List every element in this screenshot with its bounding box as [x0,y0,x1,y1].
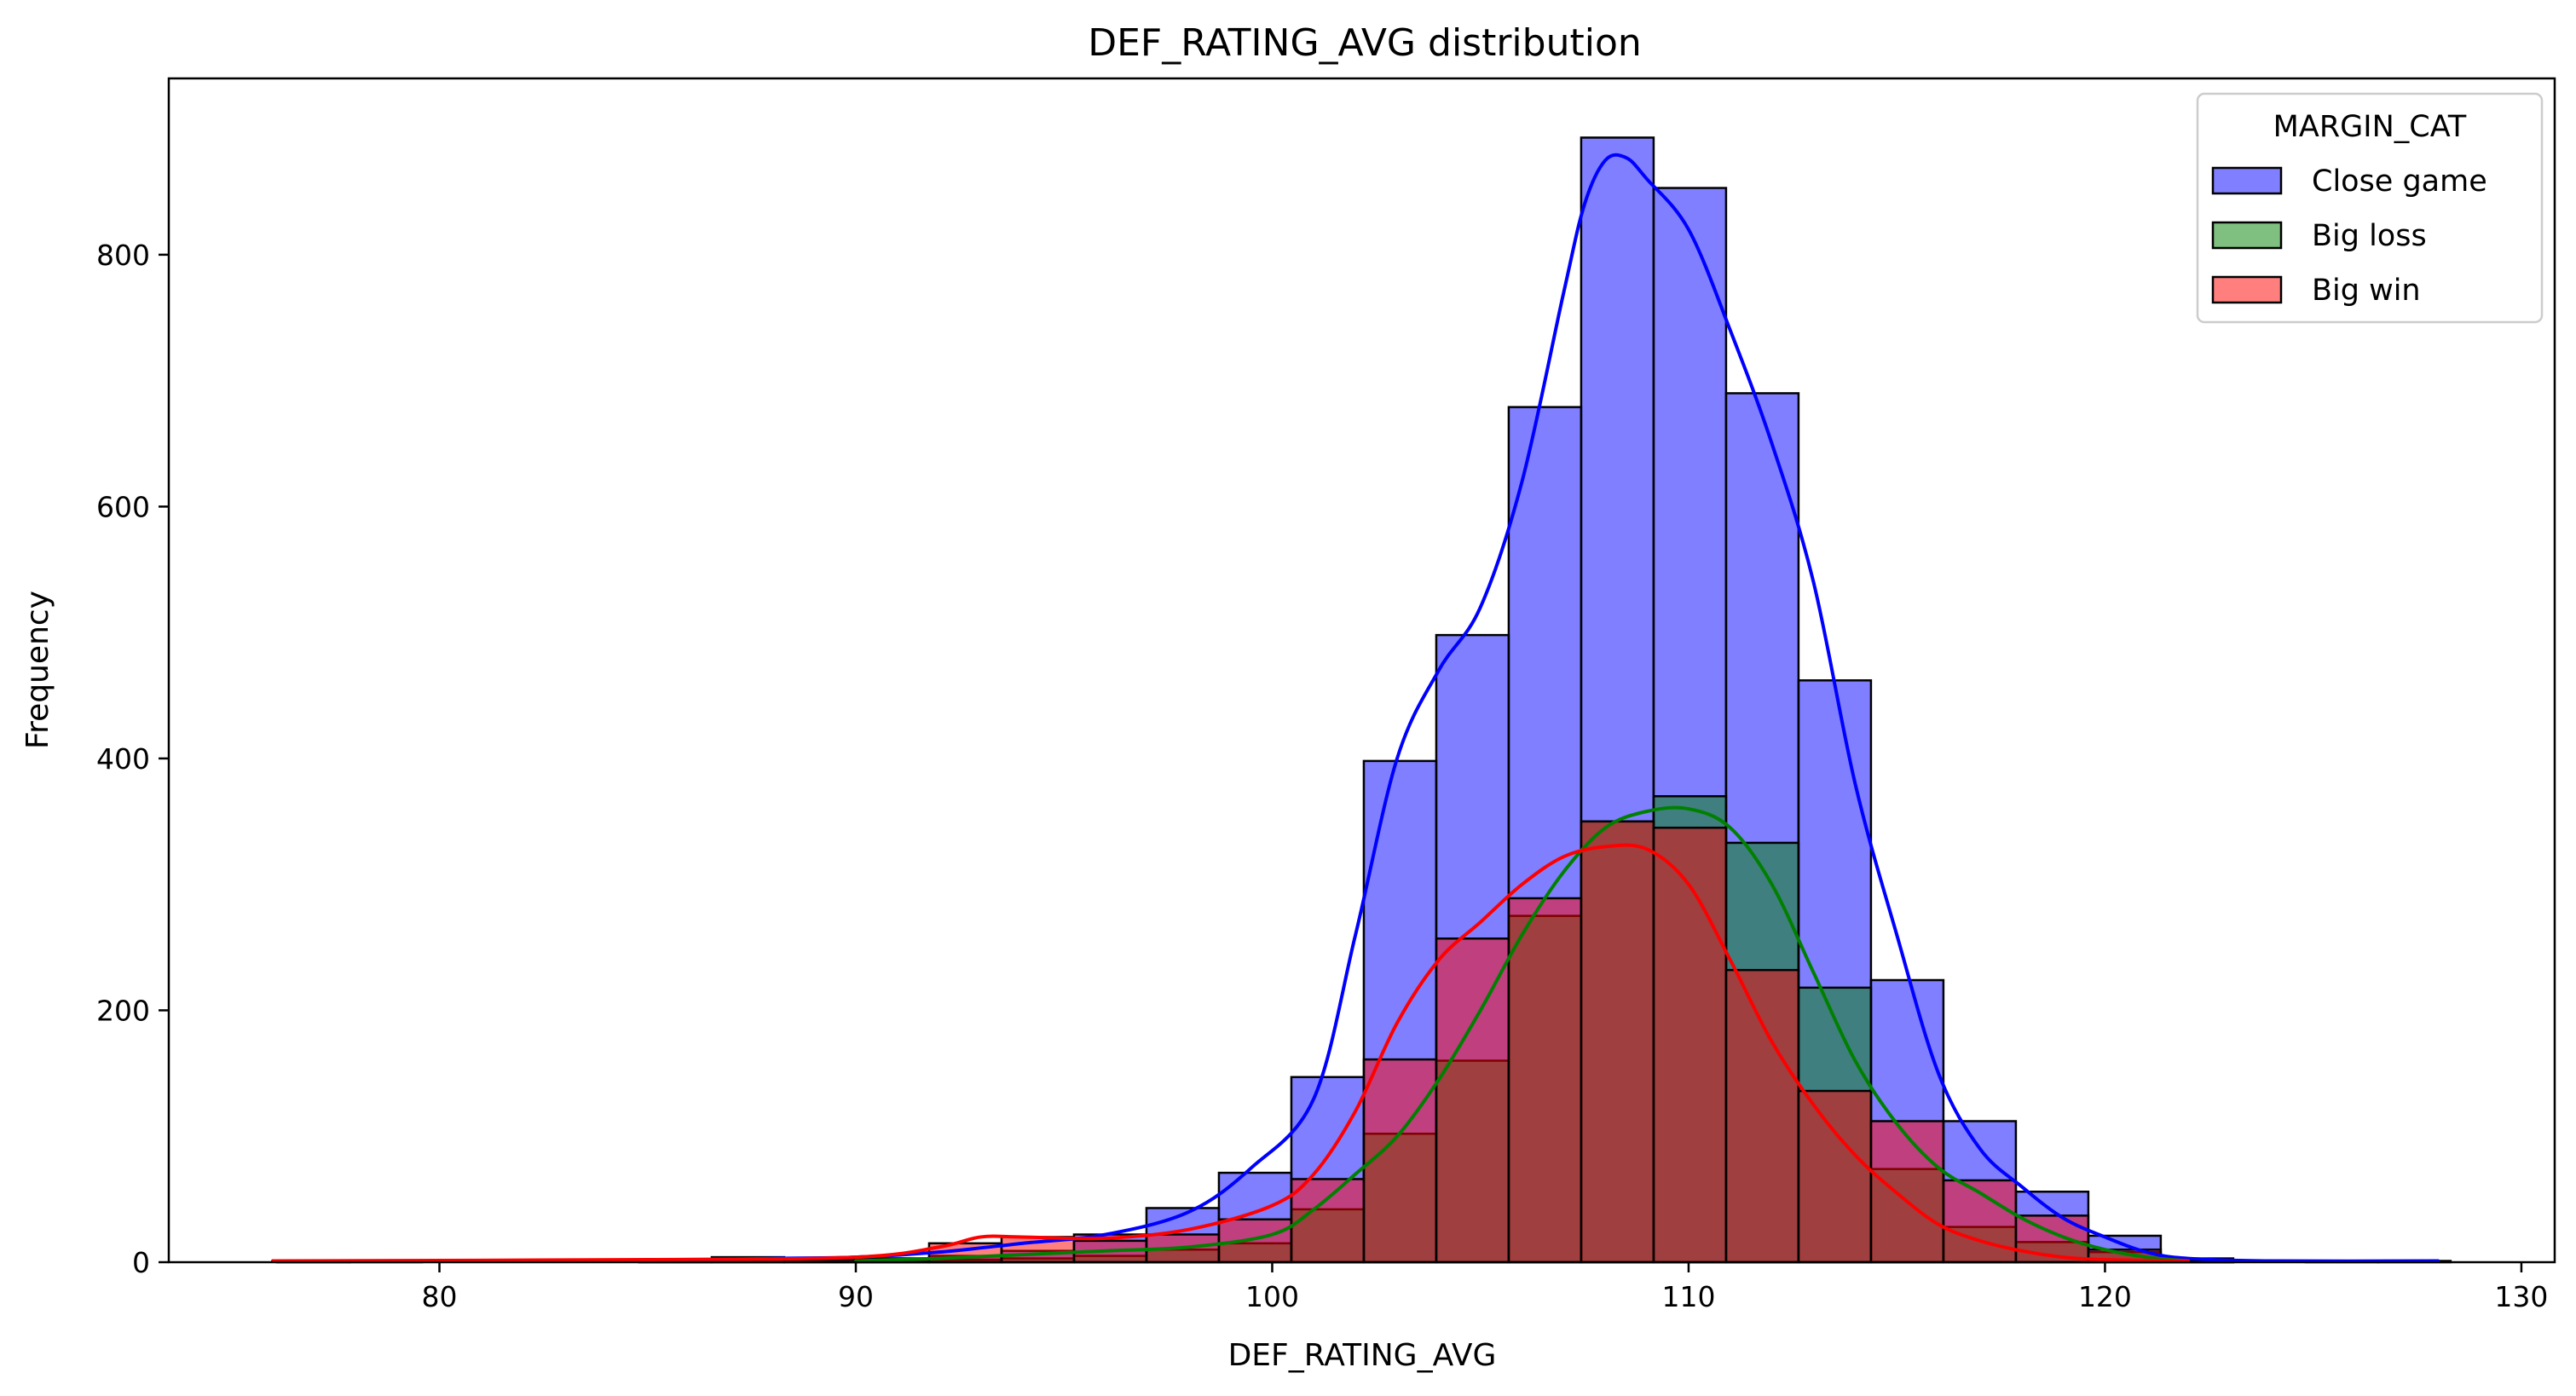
y-tick-label: 800 [96,239,150,272]
legend-items: Close game Big loss Big win [2211,164,2487,308]
x-tick-label: 90 [838,1280,874,1313]
histogram-bar [1580,820,1655,1264]
histogram-bar [1435,937,1510,1264]
histogram-bar [1724,968,1800,1264]
x-tick-label: 130 [2494,1280,2548,1313]
y-axis-label: Frequency [20,591,55,749]
kde-line-big-loss [853,805,2191,1263]
histogram-bar [1797,1089,1873,1264]
plot-area [271,136,2452,1264]
legend: MARGIN_CAT Close game Big loss Big win [2196,92,2544,324]
legend-swatch [2211,221,2283,250]
histogram-bar [1362,1058,1438,1264]
histogram-bar [1652,826,1728,1264]
legend-label: Big loss [2312,219,2427,253]
kde-line-big-win [271,843,2191,1263]
legend-box [2196,92,2544,324]
histogram-bar [1507,897,1583,1264]
legend-swatch [2211,166,2283,195]
histogram-bar [1869,1120,1945,1264]
chart-title: DEF_RATING_AVG distribution [1088,21,1642,65]
y-tick-label: 400 [96,742,150,776]
legend-swatch [2211,275,2283,304]
x-tick-label: 110 [1661,1280,1715,1313]
x-axis-label: DEF_RATING_AVG [1228,1338,1497,1373]
plot-frame [167,77,2556,1264]
y-tick-label: 0 [132,1246,150,1279]
y-tick-label: 200 [96,994,150,1027]
legend-label: Big win [2312,274,2421,308]
kde-line-close-game [271,153,2440,1263]
legend-label: Close game [2312,164,2487,199]
y-tick-label: 600 [96,490,150,523]
axis-ticks: 80 90 100 110 120 130 0 200 400 600 800 [96,239,2548,1313]
histogram-bar [1290,1178,1366,1264]
x-tick-label: 100 [1245,1280,1299,1313]
x-tick-label: 120 [2078,1280,2132,1313]
x-tick-label: 80 [422,1280,458,1313]
legend-title: MARGIN_CAT [2273,110,2467,144]
